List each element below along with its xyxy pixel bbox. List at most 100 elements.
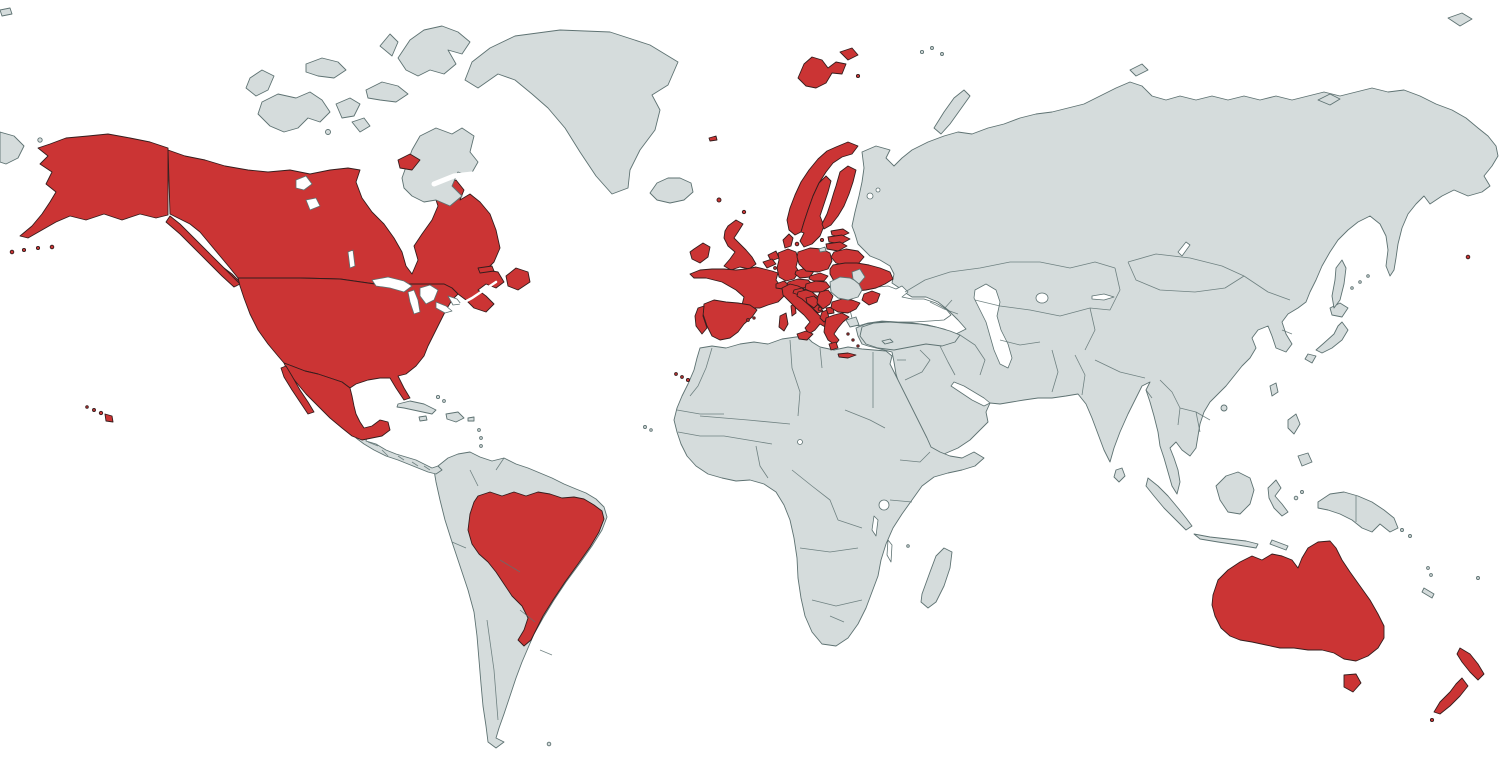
island-hispaniola [446, 412, 464, 422]
country-latvia [828, 235, 850, 244]
island-puerto-rico [468, 417, 474, 421]
sea-caspian [974, 284, 1012, 368]
lake-balkhash [1092, 294, 1114, 300]
island-hainan [1221, 405, 1227, 411]
island-somerset [336, 98, 360, 118]
country-iceland [650, 178, 693, 203]
island-st-lawrence [38, 138, 42, 142]
country-ireland [690, 243, 710, 263]
island-zealand [795, 242, 799, 246]
island-mindanao [1298, 453, 1312, 466]
island-crete [838, 353, 856, 358]
country-border-lines [368, 254, 1356, 720]
island-severnaya-zemlya [1130, 64, 1148, 76]
islands-faroe [717, 198, 721, 202]
lake-tanganyika [872, 516, 878, 536]
island-dots-bahamas-antilles [436, 395, 652, 745]
island-sicily [797, 331, 813, 340]
island-attu [1466, 255, 1470, 259]
island-devon [366, 82, 408, 102]
country-germany [777, 249, 799, 281]
island-specks-gray [907, 47, 1480, 580]
island-nz-north [1457, 648, 1484, 680]
island-axel-heiberg [380, 34, 398, 56]
peninsula-baja [281, 366, 314, 414]
island-kyushu [1305, 354, 1316, 363]
borders-central-america [368, 442, 430, 470]
islands-canary [675, 373, 690, 382]
island-shetland [742, 210, 745, 213]
country-netherlands [768, 251, 779, 261]
country-greenland [465, 30, 678, 194]
island-jamaica [419, 416, 427, 421]
country-greece [824, 313, 849, 345]
country-belgium [763, 259, 776, 268]
island-anticosti [478, 266, 494, 273]
country-hungary [805, 281, 830, 292]
borders-south-america [452, 458, 552, 720]
island-southampton [398, 154, 420, 170]
island-sumatra [1146, 478, 1192, 530]
peninsula-crimea [862, 291, 880, 305]
island-stewart [1430, 718, 1433, 721]
island-honshu [1316, 322, 1348, 353]
lake-michigan [408, 290, 420, 314]
island-timor [1270, 540, 1288, 550]
country-romania [830, 277, 862, 300]
island-new-guinea [1318, 492, 1398, 532]
lake-huron [420, 285, 438, 304]
lake-erie [436, 302, 452, 313]
islands-svalbard [798, 57, 846, 88]
island-ellesmere [398, 26, 470, 76]
island-melville [306, 58, 346, 78]
country-slovakia [809, 273, 828, 281]
region-kaliningrad [819, 247, 826, 252]
gray-enclaves [819, 247, 960, 350]
island-cuba [397, 401, 436, 414]
island-new-caledonia [1422, 588, 1434, 598]
country-estonia [831, 229, 849, 237]
peninsula-peloponnese [829, 342, 838, 350]
sea-persian-gulf [951, 382, 990, 406]
island-nz-south [1434, 678, 1468, 714]
lakes-north-america [296, 174, 496, 314]
country-canada-arctic-islands [246, 26, 478, 206]
state-alaska-panhandle [166, 216, 240, 287]
island-king-william [326, 130, 331, 135]
river-st-lawrence [461, 282, 496, 304]
country-serbia [817, 290, 833, 309]
country-luxembourg [774, 267, 777, 270]
island-novaya-zemlya [934, 90, 970, 134]
lake-great-slave [306, 198, 320, 210]
island-victoria [258, 92, 330, 132]
country-mexico [284, 363, 390, 440]
lake-superior [372, 277, 412, 292]
country-usa [238, 278, 458, 400]
island-nordaustlandet [840, 48, 858, 60]
country-bosnia [806, 296, 820, 308]
lake-victoria [879, 500, 889, 510]
island-sri-lanka [1114, 468, 1125, 482]
country-poland [797, 248, 832, 272]
island-prince-of-wales [352, 118, 370, 132]
strait-hudson [434, 174, 472, 184]
borders-africa [677, 340, 930, 622]
lake-chad [798, 440, 803, 445]
landmass-central-america [356, 432, 442, 474]
lake-malawi [887, 540, 892, 562]
island-luzon [1288, 414, 1300, 434]
lake-winnipeg [348, 250, 355, 268]
island-banks [246, 70, 274, 96]
island-sakhalin [1332, 260, 1346, 308]
island-jan-mayen [709, 136, 717, 141]
lake-ladoga [867, 193, 873, 199]
country-moldova [852, 269, 865, 284]
island-gotland [820, 238, 823, 241]
country-denmark [783, 234, 793, 248]
inland-seas-gray-side [798, 188, 1191, 562]
lake-onega [876, 188, 880, 192]
landmass-chukotka-left-edge [0, 132, 24, 164]
lake-baikal [1178, 242, 1190, 256]
